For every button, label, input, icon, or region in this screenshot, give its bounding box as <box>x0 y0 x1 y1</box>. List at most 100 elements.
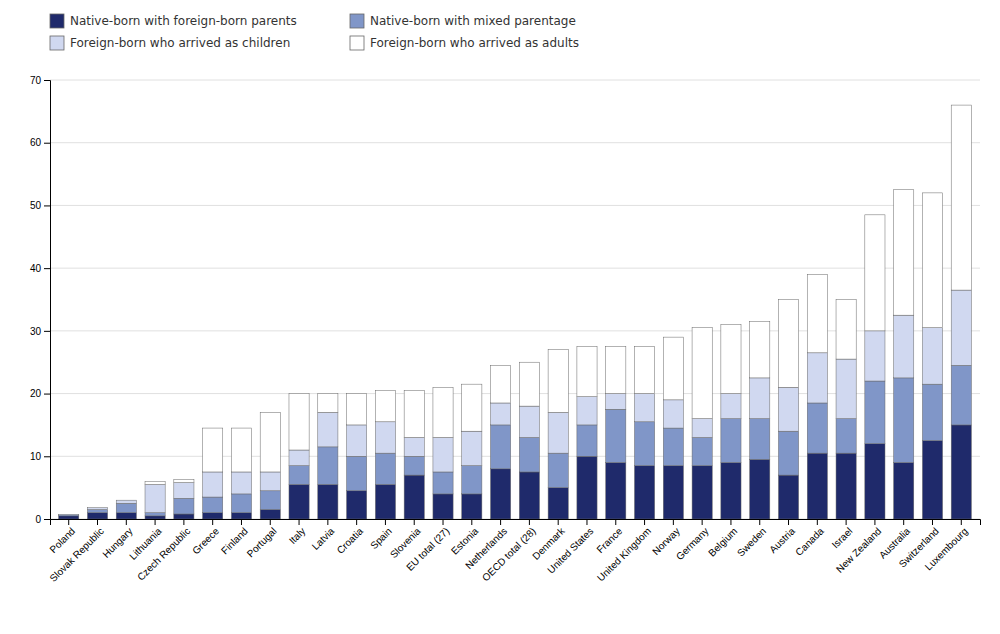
x-tick-mark <box>385 519 386 525</box>
bar <box>606 347 626 394</box>
bar <box>462 494 482 519</box>
bar <box>663 337 683 400</box>
bar <box>433 494 453 519</box>
x-tick-label: Germany <box>674 525 711 562</box>
bar <box>750 378 770 419</box>
bar <box>548 412 568 453</box>
bar <box>807 453 827 519</box>
grid-line <box>50 80 980 81</box>
bar <box>894 463 914 519</box>
x-tick-mark <box>817 519 818 525</box>
bar <box>807 403 827 453</box>
grid-line <box>50 205 980 206</box>
bar <box>577 425 597 456</box>
x-tick-mark <box>327 519 328 525</box>
legend-label: Foreign-born who arrived as children <box>70 36 290 50</box>
bar <box>750 459 770 519</box>
legend-swatch <box>350 14 364 28</box>
bar <box>750 419 770 460</box>
bar <box>145 513 165 516</box>
x-tick: Latvia <box>310 519 337 552</box>
x-axis-line <box>51 520 981 526</box>
bar <box>491 403 511 425</box>
bar <box>548 453 568 487</box>
bar <box>203 428 223 472</box>
x-tick-label: Slovak Republic <box>48 525 106 583</box>
bar <box>836 419 856 453</box>
x-tick-label: Greece <box>190 525 221 556</box>
y-tick-mark <box>44 268 50 269</box>
bar <box>634 422 654 466</box>
grid <box>50 80 980 519</box>
bar <box>260 472 280 491</box>
bar <box>519 406 539 437</box>
x-tick-mark <box>270 519 271 525</box>
y-tick-label: 30 <box>30 326 42 337</box>
bar <box>87 508 107 510</box>
bar <box>289 466 309 485</box>
bar <box>289 450 309 466</box>
bar <box>692 466 712 519</box>
bar <box>922 441 942 519</box>
bar <box>750 321 770 377</box>
bar <box>375 453 395 484</box>
bar <box>231 513 251 519</box>
x-tick-label: Canada <box>793 525 826 558</box>
bar <box>174 514 194 519</box>
x-tick-label: Israel <box>830 525 855 550</box>
bar <box>577 397 597 425</box>
bars <box>59 105 972 519</box>
x-axis: PolandSlovak RepublicHungaryLithuaniaCze… <box>47 519 980 584</box>
bar <box>519 362 539 406</box>
x-tick-mark <box>730 519 731 525</box>
x-tick-mark <box>414 519 415 525</box>
x-tick-mark <box>586 519 587 525</box>
y-tick-label: 10 <box>30 451 42 462</box>
bar <box>894 315 914 378</box>
x-tick: EU total (27) <box>404 519 451 573</box>
bar <box>289 394 309 450</box>
y-tick-label: 20 <box>30 388 42 399</box>
x-tick-mark <box>903 519 904 525</box>
x-tick: Germany <box>674 519 711 562</box>
bar <box>778 387 798 431</box>
y-tick: 20 <box>30 388 50 399</box>
y-tick-mark <box>44 143 50 144</box>
x-tick-mark <box>212 519 213 525</box>
bar <box>203 513 223 519</box>
bar <box>87 513 107 519</box>
x-tick: Czech Republic <box>135 519 192 583</box>
x-tick-mark <box>673 519 674 525</box>
x-tick-label: Latvia <box>310 525 337 552</box>
x-tick-mark <box>500 519 501 525</box>
y-tick-mark <box>44 394 50 395</box>
bar <box>606 409 626 462</box>
bar <box>606 463 626 519</box>
x-tick-mark <box>788 519 789 525</box>
series <box>87 290 971 513</box>
bar <box>289 485 309 519</box>
bar <box>922 328 942 384</box>
x-tick-mark <box>961 519 962 525</box>
x-tick-label: Sweden <box>735 525 768 558</box>
bar <box>519 437 539 471</box>
bar <box>231 494 251 513</box>
bar <box>260 412 280 472</box>
x-tick: United States <box>545 519 595 576</box>
bar <box>922 384 942 440</box>
y-tick-label: 70 <box>30 75 42 86</box>
bar <box>836 300 856 360</box>
bar <box>519 472 539 519</box>
bar <box>663 428 683 466</box>
y-tick-mark <box>44 519 50 520</box>
bar <box>260 491 280 510</box>
bar <box>260 510 280 519</box>
grid-line <box>50 142 980 143</box>
bar <box>433 472 453 494</box>
bar <box>318 447 338 485</box>
bar <box>548 488 568 519</box>
bar <box>347 425 367 456</box>
legend-swatch <box>50 14 64 28</box>
x-tick-mark <box>874 519 875 525</box>
bar <box>577 347 597 397</box>
